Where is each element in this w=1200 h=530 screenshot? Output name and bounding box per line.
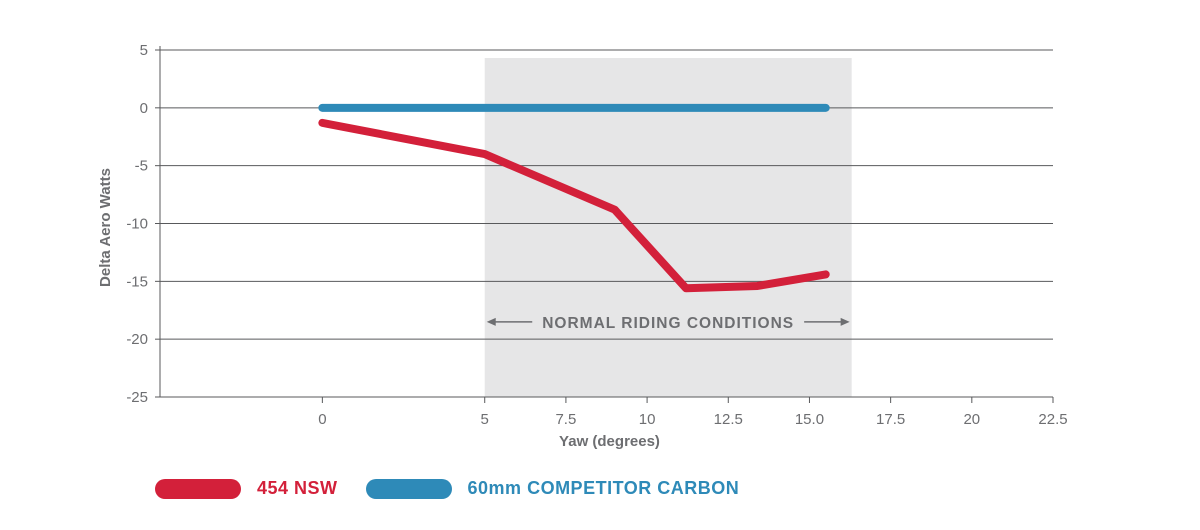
legend-item-454-nsw: 454 NSW	[155, 478, 338, 499]
legend: 454 NSW 60mm COMPETITOR CARBON	[155, 478, 767, 499]
x-tick-label-0: 0	[318, 411, 326, 428]
y-tick-label-5: -5	[135, 158, 148, 175]
y-tick-label-10: -10	[126, 216, 148, 233]
legend-swatch-454-nsw	[155, 478, 241, 499]
x-tick-label-15-0: 15.0	[795, 411, 824, 428]
x-tick-label-12-5: 12.5	[714, 411, 743, 428]
series-line-454-nsw	[318, 118, 830, 293]
legend-swatch-competitor	[365, 478, 452, 499]
y-tick-label-25: -25	[126, 389, 148, 406]
y-tick-label-20: -20	[126, 331, 148, 348]
legend-label-competitor: 60mm COMPETITOR CARBON	[467, 478, 740, 498]
annotation: NORMAL RIDING CONDITIONS	[486, 315, 850, 332]
x-tick-label-22-5: 22.5	[1038, 411, 1067, 428]
x-tick-label-7-5: 7.5	[555, 411, 576, 428]
y-tick-labels: 5 0 -5 -10 -15 -20 -25	[126, 42, 148, 406]
x-tick-label-10: 10	[639, 411, 656, 428]
axes	[159, 46, 1054, 403]
annotation-arrowhead-right	[840, 317, 850, 326]
y-tick-label-15: -15	[126, 273, 148, 290]
x-tick-label-20: 20	[963, 411, 980, 428]
x-tick-label-5: 5	[481, 411, 489, 428]
shaded-region	[484, 58, 852, 397]
legend-label-454-nsw: 454 NSW	[257, 478, 338, 498]
y-tick-label-0: 0	[140, 100, 148, 117]
x-tick-label-17-5: 17.5	[876, 411, 905, 428]
x-axis-title: Yaw (degrees)	[559, 433, 660, 450]
legend-item-competitor: 60mm COMPETITOR CARBON	[365, 478, 740, 499]
chart: 5 0 -5 -10 -15 -20 -25 0 5 7.5 10 12.5 15.0 17.5 20 22…	[97, 42, 1068, 450]
y-tick-label-5: 5	[140, 42, 148, 59]
annotation-label: NORMAL RIDING CONDITIONS	[542, 315, 794, 332]
y-axis-title: Delta Aero Watts	[97, 168, 114, 287]
annotation-arrowhead-left	[486, 317, 496, 326]
x-tick-labels: 0 5 7.5 10 12.5 15.0 17.5 20 22.5	[318, 411, 1067, 428]
series	[318, 103, 830, 293]
